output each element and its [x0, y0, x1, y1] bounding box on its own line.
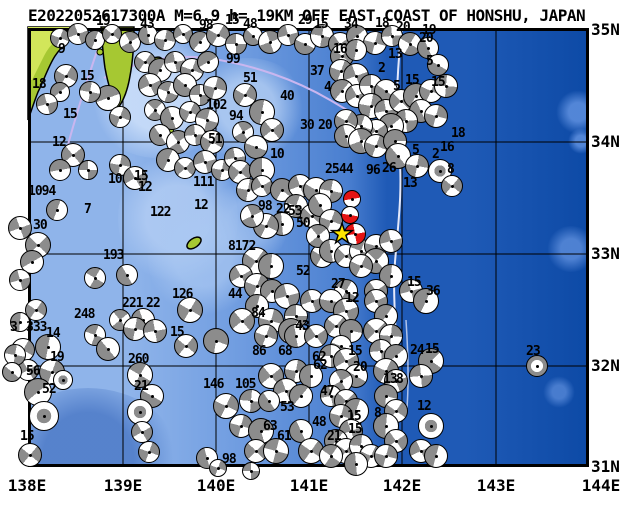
- focal-mechanism: [197, 51, 219, 73]
- focal-mechanism: [242, 462, 260, 480]
- plot-title: E2022052617300A M=6.9 h= 19KM OFF EAST C…: [28, 6, 586, 25]
- focal-mechanism: [177, 297, 203, 323]
- focal-mechanism: [374, 444, 398, 468]
- focal-mechanism: [526, 355, 548, 377]
- focal-mechanism: [424, 444, 448, 468]
- focal-mechanism: [304, 324, 328, 348]
- focal-mechanism: [2, 362, 22, 382]
- focal-mechanism: [434, 74, 458, 98]
- focal-mechanism: [18, 443, 42, 467]
- focal-mechanism: [344, 452, 368, 476]
- focal-mechanism: [53, 370, 73, 390]
- focal-mechanism: [29, 401, 59, 431]
- focal-mechanism: [49, 159, 71, 181]
- focal-mechanism: [418, 413, 444, 439]
- focal-mechanism: [79, 81, 101, 103]
- axis-label-latitude: 31N: [591, 457, 620, 476]
- axis-label-longitude: 144E: [581, 476, 621, 495]
- main-event-star-icon: [330, 222, 354, 245]
- focal-mechanism: [84, 267, 106, 289]
- focal-mechanism: [138, 441, 160, 463]
- focal-mechanism: [143, 319, 167, 343]
- focal-mechanism: [399, 279, 423, 303]
- focal-mechanism: [209, 459, 227, 477]
- focal-mechanism: [240, 204, 264, 228]
- focal-mechanism: [244, 439, 268, 463]
- axis-label-longitude: 143E: [476, 476, 516, 495]
- focal-mechanism: [36, 93, 58, 115]
- focal-mechanism: [131, 421, 153, 443]
- focal-mechanism: [229, 308, 255, 334]
- focal-mechanism: [46, 199, 68, 221]
- focal-mechanism: [203, 328, 229, 354]
- focal-mechanism: [349, 254, 373, 278]
- focal-mechanism: [441, 175, 463, 197]
- axis-label-longitude: 138E: [7, 476, 47, 495]
- focal-mechanism: [254, 324, 278, 348]
- focal-mechanism: [263, 438, 289, 464]
- focal-mechanism: [319, 444, 343, 468]
- axis-label-longitude: 140E: [196, 476, 236, 495]
- focal-mechanism: [244, 135, 268, 159]
- focal-mechanism: [109, 106, 131, 128]
- focal-mechanism: [289, 384, 313, 408]
- axis-label-latitude: 34N: [591, 132, 620, 151]
- focal-mechanism: [174, 334, 198, 358]
- focal-mechanism: [405, 154, 429, 178]
- axis-label-longitude: 141E: [289, 476, 329, 495]
- focal-mechanism: [409, 364, 433, 388]
- focal-mechanism: [78, 160, 98, 180]
- focal-mechanism: [345, 39, 367, 61]
- focal-mechanism: [424, 104, 448, 128]
- focal-mechanism: [123, 166, 147, 190]
- focal-mechanism: [427, 54, 449, 76]
- focal-mechanism: [258, 390, 280, 412]
- axis-label-latitude: 35N: [591, 20, 620, 39]
- focal-mechanism: [10, 312, 30, 332]
- focal-mechanism: [413, 288, 439, 314]
- focal-mechanism: [116, 264, 138, 286]
- axis-label-latitude: 32N: [591, 356, 620, 375]
- focal-mechanism: [35, 334, 61, 360]
- focal-mechanism: [8, 216, 32, 240]
- axis-label-latitude: 33N: [591, 244, 620, 263]
- focal-mechanism: [203, 76, 227, 100]
- axis-label-longitude: 139E: [103, 476, 143, 495]
- focal-mechanism: [299, 364, 323, 388]
- axis-label-longitude: 142E: [382, 476, 422, 495]
- focal-mechanism: [96, 337, 120, 361]
- focal-mechanism: [9, 269, 31, 291]
